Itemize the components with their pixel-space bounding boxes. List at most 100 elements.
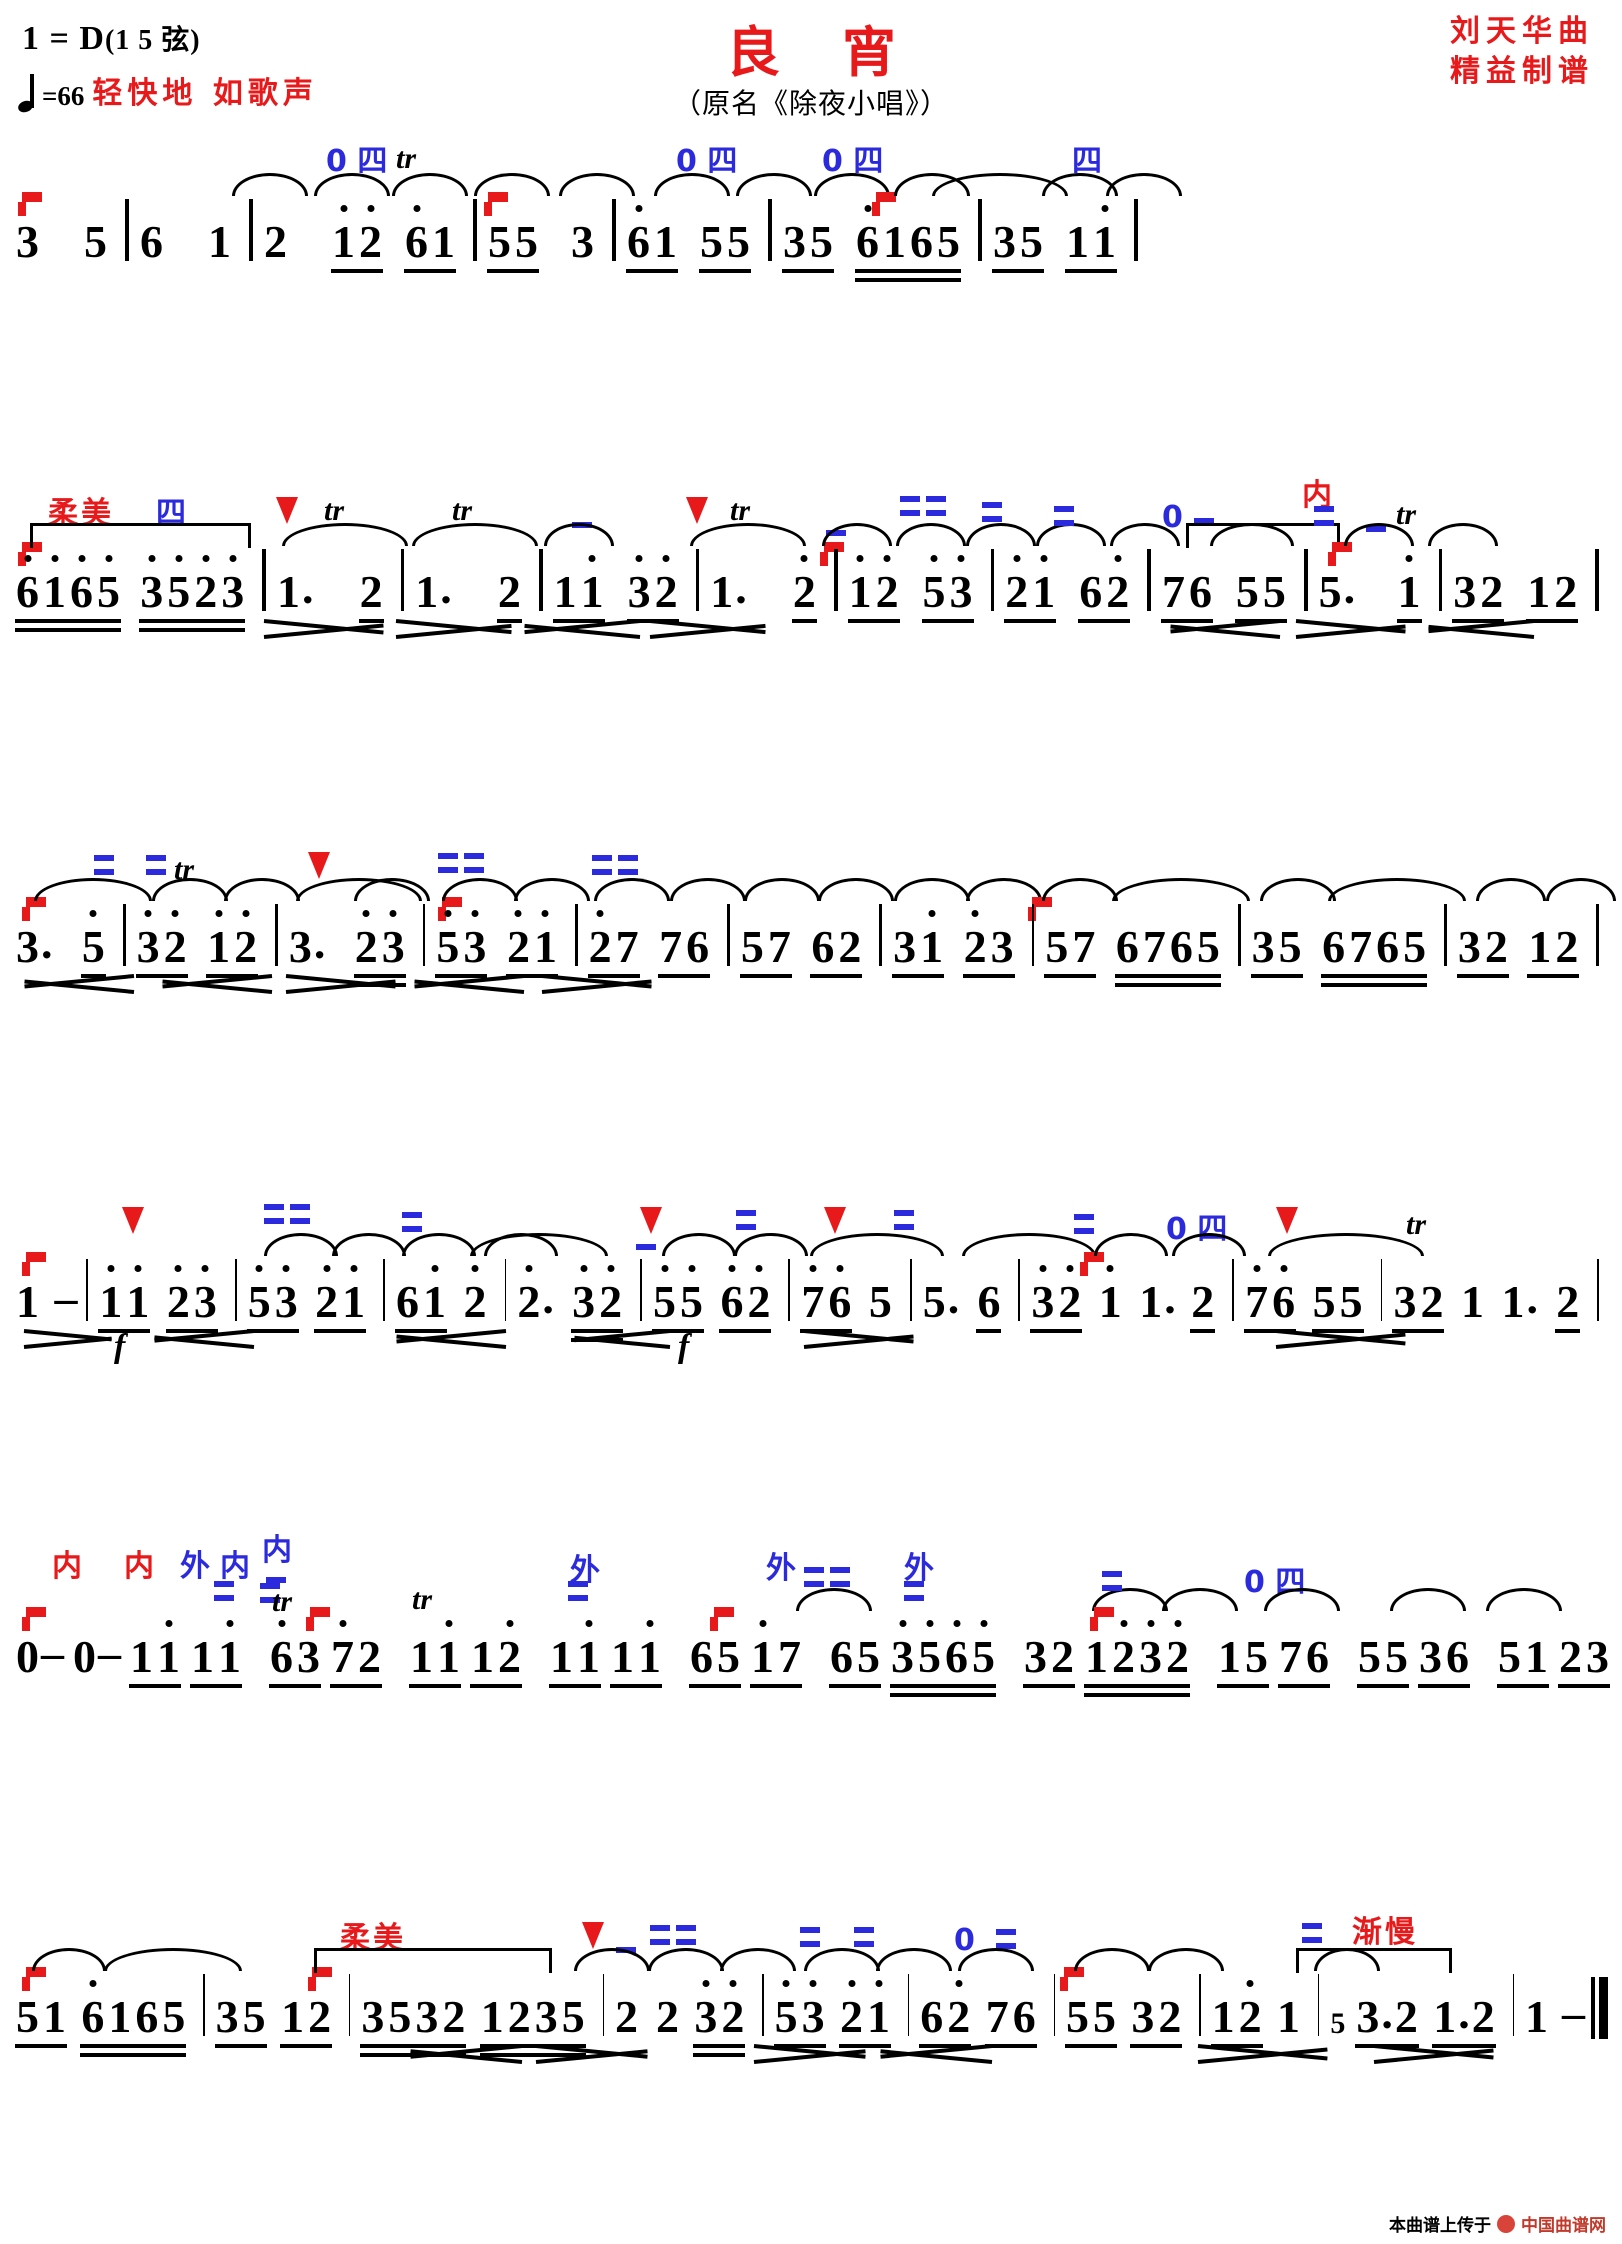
position-marker — [982, 498, 1002, 526]
key-signature: 1 = D(1 5 弦) — [22, 18, 201, 58]
octave-up-dot — [171, 910, 179, 917]
site-logo-icon — [1497, 2214, 1515, 2233]
octave-up-dot — [471, 910, 479, 917]
note: 2 — [1164, 1620, 1191, 1680]
dynamics-row — [14, 618, 1608, 676]
note: 7 — [767, 921, 791, 972]
octave-up-dot — [255, 1265, 263, 1272]
note: 2 — [1480, 566, 1504, 617]
octave-up-dot — [926, 1620, 933, 1627]
decrescendo-hairpin — [753, 2043, 866, 2065]
note-group: 1 — [1097, 1265, 1124, 1325]
note-group: 3. — [14, 916, 53, 970]
duration-dash: – — [1562, 1987, 1586, 2038]
tempo-value: =66 — [42, 81, 85, 111]
note: 5 — [651, 1265, 678, 1325]
note: 2 — [442, 1991, 466, 2042]
system-2: 柔美四 tr tr tr 0 内 tr 6 1 6 5 3 5 2 3 1. 2 1. 2 1 1 3 2 1. 2 1 2 5 3 2 1… — [0, 481, 1622, 700]
note: 2 — [615, 1991, 639, 2042]
octave-up-dot — [339, 1620, 346, 1627]
barline — [473, 199, 477, 261]
note: 1 — [636, 1620, 663, 1680]
note: 6 — [68, 555, 95, 615]
barline — [262, 549, 266, 611]
note: 3 — [889, 1620, 916, 1680]
octave-up-dot — [323, 1265, 331, 1272]
note: 1 — [883, 216, 906, 267]
beamed-note-group: 2 — [358, 569, 385, 623]
note: 5 — [1045, 921, 1069, 972]
note: 2 — [308, 1991, 332, 2042]
note: 5 — [970, 1620, 997, 1680]
note: 1 — [41, 555, 68, 615]
octave-up-dot — [525, 1265, 533, 1272]
barline — [602, 1974, 605, 2036]
note: 3 — [273, 1265, 300, 1325]
decrescendo-hairpin — [803, 1328, 914, 1350]
composer-text: 刘天华曲 — [1450, 14, 1594, 49]
octave-up-dot — [955, 1980, 963, 1987]
note: 6 — [140, 216, 163, 267]
note: 5 — [727, 216, 750, 267]
note: 6 — [854, 205, 881, 265]
note: 2 — [1158, 1991, 1182, 2042]
octave-up-dot — [215, 910, 223, 917]
note: 6 — [1115, 921, 1139, 972]
position-marker — [650, 1921, 696, 1949]
trill-icon: tr — [730, 494, 751, 527]
note-group: 1. — [1137, 1271, 1176, 1325]
barline — [1596, 904, 1600, 966]
rest-group: 0– — [14, 1626, 64, 1680]
note: 6 — [830, 1631, 853, 1682]
position-marker — [800, 1923, 820, 1951]
note: 1 — [97, 1265, 124, 1325]
octave-up-dot — [24, 555, 31, 562]
note: 1 — [1091, 205, 1118, 265]
octave-up-dot — [875, 1980, 883, 1987]
barline — [122, 904, 126, 966]
note: 6 — [14, 555, 41, 615]
octave-up-dot — [646, 1620, 653, 1627]
crescendo-hairpin — [162, 973, 273, 995]
octave-up-dot — [809, 1265, 817, 1272]
position-marker — [568, 1577, 588, 1605]
note: 7 — [1142, 921, 1166, 972]
barline — [695, 549, 700, 611]
note: 3 — [571, 216, 594, 267]
system-4: 0 四 tr 1–1 1 2 3 5 3 2 1 6 1 2 2. 3 2 5 5 6 2 7 6 5 5. 6 3 2 1 1. 2 7 6… — [0, 1200, 1622, 1410]
note: 5 — [488, 216, 511, 267]
note: 5 — [1262, 566, 1286, 617]
note: 1 — [865, 1980, 892, 2040]
dotted-rhythm-dot: . — [947, 1272, 960, 1323]
position-marker — [214, 1577, 234, 1605]
note: 5 — [1385, 1631, 1408, 1682]
note: 2 — [1394, 1991, 1418, 2042]
octave-up-dot — [953, 1620, 960, 1627]
note: 1 — [1528, 921, 1552, 972]
fingering-marker: 内 — [262, 1533, 292, 1568]
octave-up-dot — [51, 555, 58, 562]
note: 1 — [1097, 1265, 1124, 1325]
note: 3 — [800, 1980, 827, 2040]
phrase-bracket — [314, 1948, 552, 1973]
octave-up-dot — [144, 910, 152, 917]
octave-up-dot — [883, 555, 891, 562]
note: 5 — [1330, 2007, 1346, 2040]
note: 5 — [95, 555, 122, 615]
note: 6 — [943, 1620, 970, 1680]
octave-up-dot — [809, 1980, 817, 1987]
note: 3 — [948, 555, 975, 615]
note: 3 — [534, 1991, 558, 2042]
dotted-rhythm-dot: . — [1343, 562, 1356, 613]
note: 1 — [480, 1991, 504, 2042]
